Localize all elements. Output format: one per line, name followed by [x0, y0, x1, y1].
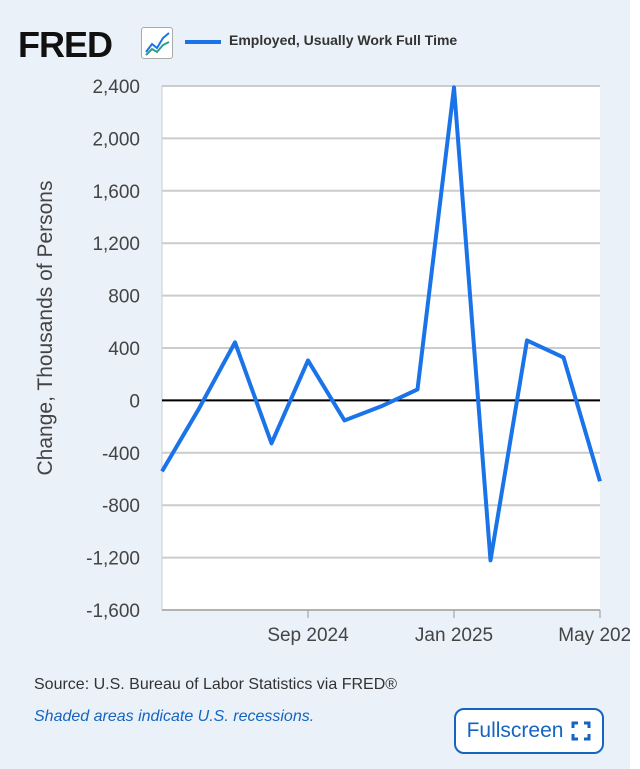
y-tick-label: 1,200 — [92, 234, 140, 255]
legend-label: Employed, Usually Work Full Time — [229, 32, 458, 48]
x-tick-label: Sep 2024 — [267, 625, 349, 646]
y-tick-label: 2,000 — [92, 129, 140, 150]
fullscreen-icon — [571, 721, 591, 741]
y-tick-label: -1,600 — [86, 601, 140, 622]
recession-note: Shaded areas indicate U.S. recessions. — [34, 708, 315, 725]
fred-logo[interactable]: FRED — [18, 24, 113, 65]
chart-line-icon — [141, 27, 173, 59]
y-tick-label: 2,400 — [92, 77, 140, 98]
legend-swatch — [185, 40, 221, 44]
y-tick-label: 400 — [108, 339, 140, 360]
y-tick-label: -800 — [102, 496, 140, 517]
y-axis-label: Change, Thousands of Persons — [34, 181, 57, 476]
line-chart: 2,400 2,000 1,600 1,200 800 400 0 -400 -800 -1,20… — [34, 77, 630, 646]
y-tick-label: 1,600 — [92, 182, 140, 203]
series-line — [160, 85, 602, 563]
y-tick-label: 800 — [108, 287, 140, 308]
x-tick-label: Jan 2025 — [415, 625, 493, 646]
x-tick-label: May 2025 — [558, 625, 630, 646]
fullscreen-button[interactable]: Fullscreen — [454, 708, 604, 754]
y-tick-label: -1,200 — [86, 549, 140, 570]
fullscreen-label: Fullscreen — [466, 719, 564, 742]
y-tick-label: -400 — [102, 444, 140, 465]
source-text: Source: U.S. Bureau of Labor Statistics … — [34, 676, 398, 693]
y-tick-label: 0 — [129, 391, 140, 412]
